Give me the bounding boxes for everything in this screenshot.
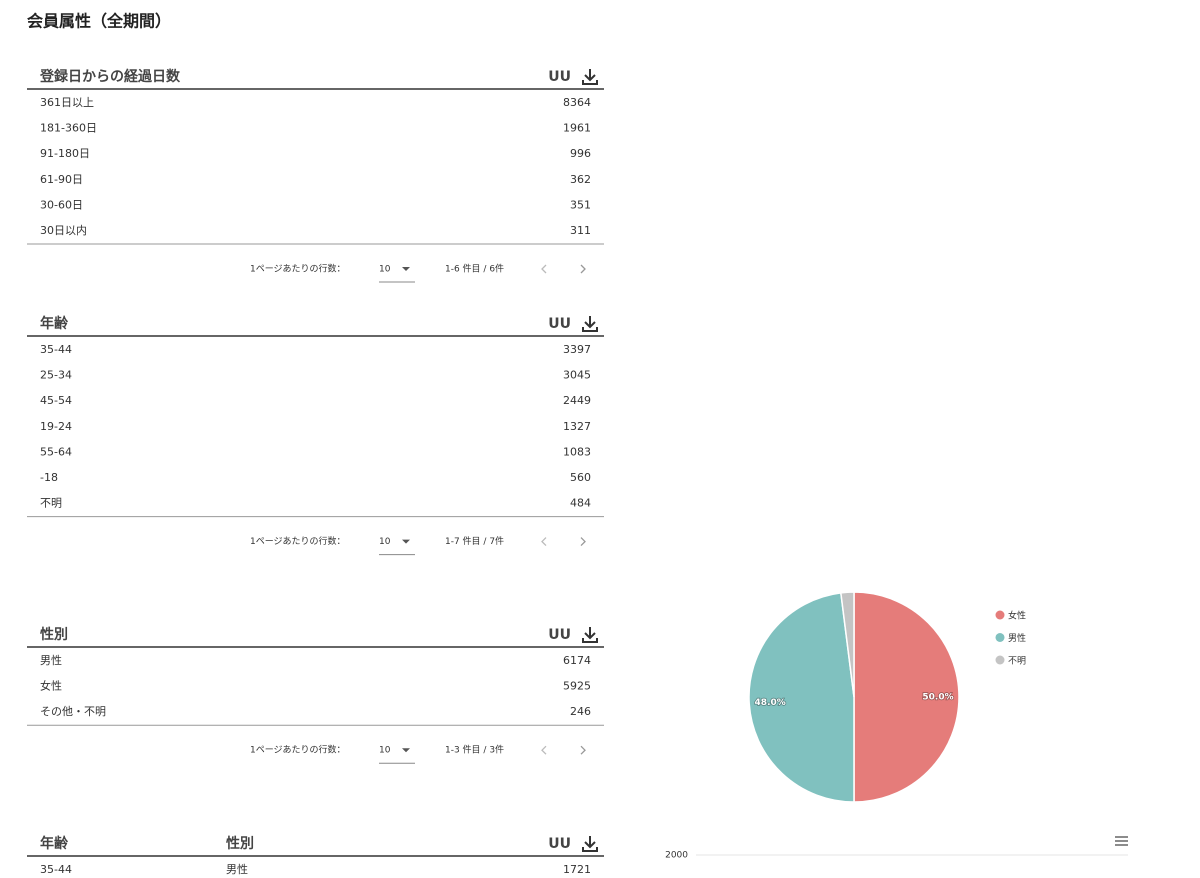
next-page[interactable]: [580, 745, 586, 755]
cell-label: 61-90日: [40, 173, 83, 186]
column-header: 性別: [226, 835, 254, 852]
prev-page[interactable]: [541, 264, 547, 274]
cell-value: 996: [570, 147, 591, 160]
cell-label: 男性: [226, 862, 248, 876]
prev-page[interactable]: [541, 537, 547, 547]
cell-value: 1961: [563, 122, 591, 135]
page-range: 1-7 件目 / 7件: [445, 535, 504, 547]
download-button[interactable]: [582, 836, 598, 852]
next-page[interactable]: [580, 537, 586, 547]
legend-marker[interactable]: [995, 655, 1005, 665]
cell-label: -18: [40, 471, 58, 484]
column-header: UU: [548, 836, 571, 852]
cell-value: 5925: [563, 680, 591, 693]
rows-per-page-value[interactable]: 10: [379, 265, 391, 275]
cell-value: 311: [570, 224, 591, 237]
legend-label[interactable]: 不明: [1008, 656, 1026, 667]
download-button[interactable]: [582, 69, 598, 85]
slice-label: 50.0%: [922, 693, 953, 703]
y-tick-label: 2000: [665, 851, 688, 861]
pie-slice: [748, 591, 855, 803]
rows-per-page-label: 1ページあたりの行数：: [250, 535, 346, 547]
page-title: 会員属性（全期間）: [27, 12, 171, 31]
legend-label[interactable]: 男性: [1008, 632, 1026, 644]
dropdown-arrow[interactable]: [402, 539, 410, 544]
download-button[interactable]: [582, 316, 598, 332]
cell-label: 181-360日: [40, 122, 97, 135]
page-range: 1-6 件目 / 6件: [445, 263, 504, 275]
cell-label: 30-60日: [40, 198, 83, 211]
cell-label: 女性: [40, 679, 62, 693]
cell-value: 484: [570, 497, 591, 510]
cell-label: 55-64: [40, 445, 72, 458]
cell-value: 560: [570, 471, 591, 484]
cell-label: 30日以内: [40, 223, 87, 237]
pie-slice: [840, 591, 855, 698]
cell-value: 2449: [563, 394, 591, 407]
column-header: UU: [548, 627, 571, 643]
legend-marker[interactable]: [995, 610, 1005, 620]
chart-menu-button[interactable]: [1115, 836, 1128, 846]
cell-label: その他・不明: [40, 705, 106, 718]
cell-value: 3397: [563, 343, 591, 356]
cell-value: 246: [570, 705, 591, 718]
cell-value: 1721: [563, 863, 591, 876]
column-header: 性別: [40, 626, 68, 643]
cell-value: 362: [570, 173, 591, 186]
cell-label: 不明: [40, 497, 62, 510]
cell-label: 25-34: [40, 369, 72, 382]
cell-label: 45-54: [40, 394, 72, 407]
rows-per-page-label: 1ページあたりの行数：: [250, 744, 346, 756]
dropdown-arrow[interactable]: [402, 267, 410, 271]
cell-label: 35-44: [40, 343, 72, 356]
next-page[interactable]: [580, 264, 586, 274]
legend-marker[interactable]: [995, 633, 1005, 642]
cell-value: 351: [570, 198, 591, 211]
rows-per-page-value[interactable]: 10: [379, 746, 391, 756]
pie-slice: [853, 591, 960, 803]
cell-value: 6174: [563, 654, 591, 667]
cell-label: 男性: [40, 653, 62, 667]
column-header: UU: [548, 69, 571, 85]
legend-label[interactable]: 女性: [1008, 610, 1026, 622]
rows-per-page-value[interactable]: 10: [379, 537, 391, 547]
page-range: 1-3 件目 / 3件: [445, 744, 504, 756]
cell-label: 35-44: [40, 863, 72, 876]
rows-per-page-label: 1ページあたりの行数：: [250, 263, 346, 275]
cell-value: 1327: [563, 420, 591, 433]
column-header: 登録日からの経過日数: [39, 68, 181, 85]
cell-label: 361日以上: [40, 96, 94, 109]
cell-value: 8364: [563, 96, 591, 109]
column-header: 年齢: [40, 315, 69, 332]
column-header: UU: [548, 316, 571, 332]
cell-value: 1083: [563, 445, 591, 458]
cell-label: 91-180日: [40, 147, 90, 160]
slice-label: 48.0%: [755, 698, 786, 708]
cell-value: 3045: [563, 369, 591, 382]
prev-page[interactable]: [541, 745, 547, 755]
cell-label: 19-24: [40, 420, 72, 433]
dropdown-arrow[interactable]: [402, 748, 410, 753]
column-header: 年齢: [40, 835, 69, 852]
download-button[interactable]: [582, 627, 598, 643]
